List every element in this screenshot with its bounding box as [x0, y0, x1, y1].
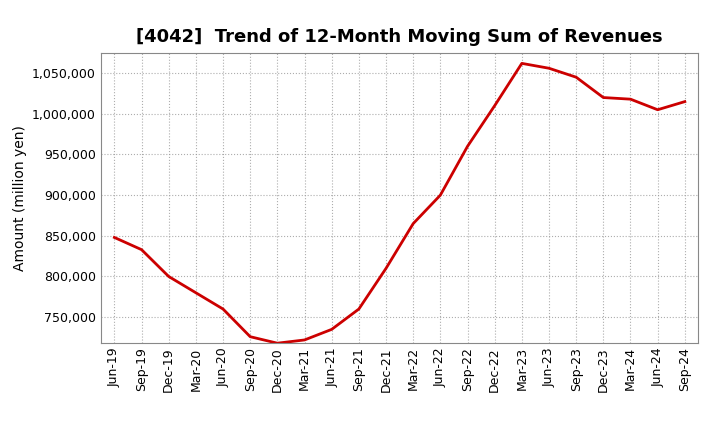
Title: [4042]  Trend of 12-Month Moving Sum of Revenues: [4042] Trend of 12-Month Moving Sum of R… [136, 28, 663, 46]
Y-axis label: Amount (million yen): Amount (million yen) [12, 125, 27, 271]
